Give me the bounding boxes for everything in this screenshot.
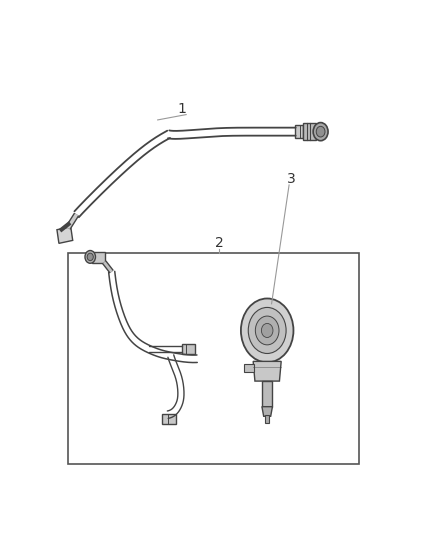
Circle shape xyxy=(248,308,286,353)
Bar xyxy=(68,253,359,464)
Bar xyxy=(265,415,269,423)
Bar xyxy=(57,227,73,244)
Polygon shape xyxy=(253,361,281,381)
Circle shape xyxy=(241,298,293,362)
Polygon shape xyxy=(262,407,272,416)
Bar xyxy=(182,344,195,354)
Circle shape xyxy=(87,253,93,261)
Bar xyxy=(262,381,272,407)
Bar xyxy=(162,414,176,424)
Bar xyxy=(92,252,105,263)
Circle shape xyxy=(255,316,279,345)
Text: 3: 3 xyxy=(287,172,296,185)
Text: 2: 2 xyxy=(215,236,223,249)
Circle shape xyxy=(313,123,328,141)
Circle shape xyxy=(316,126,325,137)
Bar xyxy=(244,364,254,372)
Text: 1: 1 xyxy=(177,102,186,116)
Bar xyxy=(303,123,316,140)
Circle shape xyxy=(85,251,95,263)
Bar xyxy=(295,125,303,138)
Circle shape xyxy=(261,324,273,337)
